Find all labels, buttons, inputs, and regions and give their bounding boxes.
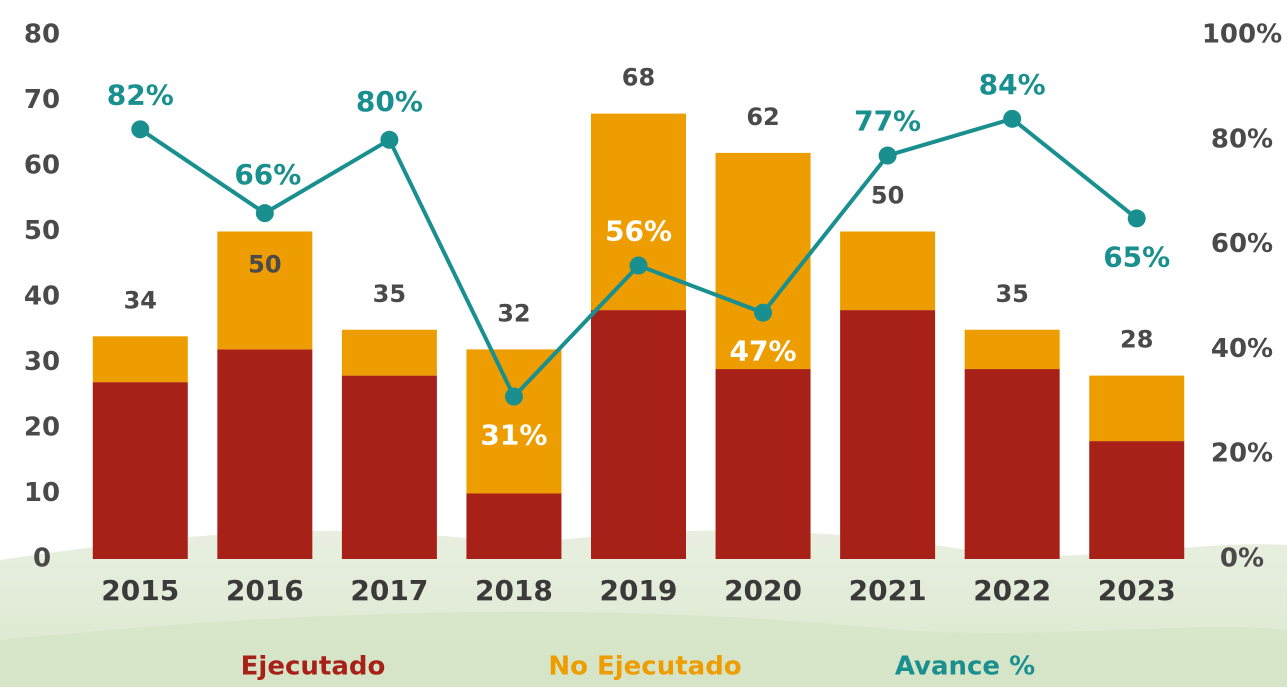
legend-label: Ejecutado	[241, 652, 386, 682]
y2-tick-label: 80%	[1211, 124, 1273, 154]
bar	[217, 232, 312, 350]
y2-tick-label: 60%	[1211, 229, 1273, 259]
bar	[93, 336, 188, 382]
value-label: 82%	[107, 78, 174, 111]
value-label: 66%	[234, 158, 301, 191]
line-point	[1128, 209, 1146, 227]
bar	[965, 330, 1060, 369]
bar	[591, 310, 686, 559]
line-point	[131, 120, 149, 138]
total-label: 35	[373, 280, 406, 308]
y-tick-label: 0	[33, 544, 51, 574]
y-tick-label: 30	[24, 347, 60, 377]
bar	[1089, 441, 1184, 559]
value-label: 77%	[854, 105, 921, 138]
bar	[342, 376, 437, 559]
bar	[466, 494, 561, 560]
line-point	[879, 147, 897, 165]
value-label: 47%	[730, 335, 797, 368]
value-label: 84%	[979, 68, 1046, 101]
x-tick-label: 2017	[350, 574, 428, 607]
line-point	[380, 131, 398, 149]
bar	[1089, 376, 1184, 442]
bar	[591, 114, 686, 311]
value-label: 65%	[1103, 240, 1170, 273]
total-label: 50	[871, 182, 904, 210]
y2-tick-label: 40%	[1211, 334, 1273, 364]
value-label: 80%	[356, 85, 423, 118]
bar	[93, 382, 188, 559]
line-point	[1003, 110, 1021, 128]
bar	[217, 349, 312, 559]
total-label: 35	[995, 280, 1028, 308]
bar	[965, 369, 1060, 559]
y-tick-label: 20	[24, 413, 60, 443]
y2-tick-label: 100%	[1202, 20, 1282, 50]
x-tick-label: 2020	[724, 574, 802, 607]
value-label: 56%	[605, 215, 672, 248]
total-label: 62	[746, 103, 779, 131]
x-tick-label: 2023	[1098, 574, 1176, 607]
bar	[716, 369, 811, 559]
x-tick-label: 2018	[475, 574, 553, 607]
line-point	[256, 204, 274, 222]
line-point	[630, 257, 648, 275]
value-label: 31%	[480, 419, 547, 452]
y-tick-label: 10	[24, 478, 60, 508]
total-label: 50	[248, 251, 281, 279]
x-tick-label: 2016	[226, 574, 304, 607]
y-tick-label: 40	[24, 282, 60, 312]
y2-tick-label: 0%	[1220, 544, 1264, 574]
x-tick-label: 2022	[973, 574, 1051, 607]
y-tick-label: 80	[24, 20, 60, 50]
bar	[840, 232, 935, 311]
y2-tick-label: 20%	[1211, 439, 1273, 469]
total-label: 34	[124, 286, 157, 314]
line-point	[505, 388, 523, 406]
legend-label: Avance %	[895, 652, 1035, 682]
y-tick-label: 70	[24, 85, 60, 115]
y-tick-label: 60	[24, 151, 60, 181]
total-label: 28	[1120, 326, 1153, 354]
bar	[840, 310, 935, 559]
total-label: 68	[622, 64, 655, 92]
line-point	[754, 304, 772, 322]
x-tick-label: 2021	[849, 574, 927, 607]
legend-label: No Ejecutado	[548, 652, 741, 682]
chart: 0 10 20 30 40 50 60 70 80 0% 20% 40% 60% 80% 100% 34 50 3…	[0, 0, 1287, 687]
x-tick-label: 2019	[600, 574, 678, 607]
total-label: 32	[497, 299, 530, 327]
y-tick-label: 50	[24, 216, 60, 246]
x-tick-label: 2015	[101, 574, 179, 607]
bar	[342, 330, 437, 376]
